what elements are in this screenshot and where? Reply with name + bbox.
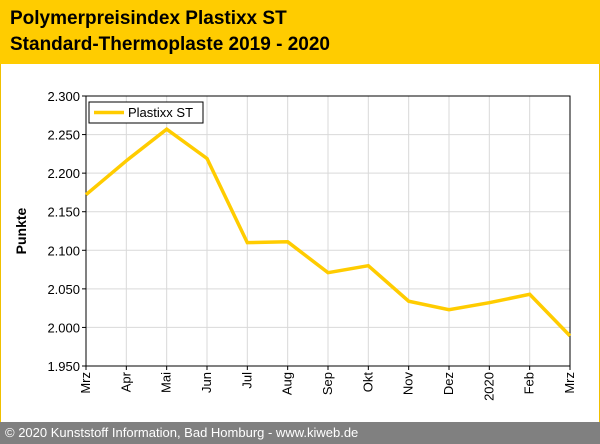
x-tick-label: Mrz — [78, 372, 93, 394]
data-point — [205, 156, 209, 160]
y-tick-label: 2.150 — [47, 205, 80, 220]
data-point — [528, 292, 532, 296]
y-tick-label: 2.300 — [47, 89, 80, 104]
data-point — [165, 127, 169, 131]
x-tick-label: Mai — [159, 372, 174, 393]
data-point — [407, 299, 411, 303]
series-line-plastixx-st — [84, 127, 572, 338]
data-point — [568, 334, 572, 338]
chart-title-line2: Standard-Thermoplaste 2019 - 2020 — [10, 34, 330, 55]
x-tick-label: Aug — [280, 372, 295, 395]
x-tick-label: Okt — [360, 372, 375, 393]
x-tick-label: Mrz — [562, 372, 577, 394]
x-tick-label: Jul — [239, 372, 254, 389]
legend-box — [88, 101, 204, 124]
x-tick-label: Sep — [320, 372, 335, 395]
y-axis-ticks: 1.950 2.000 2.050 2.100 2.150 2.200 2.250 2.300 — [47, 89, 86, 374]
chart-header: Polymerpreisindex Plastixx ST Standard-T… — [0, 0, 600, 64]
legend: Plastixx ST — [88, 101, 204, 124]
y-tick-label: 2.200 — [47, 166, 80, 181]
data-point — [447, 308, 451, 312]
y-tick-label: 2.000 — [47, 320, 80, 335]
grid-lines — [85, 95, 571, 367]
y-axis-label: Punkte — [13, 207, 29, 254]
y-tick-label: 2.050 — [47, 282, 80, 297]
footer-copyright: © 2020 Kunststoff Information, Bad Hombu… — [0, 422, 600, 444]
legend-label: Plastixx ST — [128, 105, 193, 120]
x-tick-label: Dez — [441, 372, 456, 395]
x-tick-label: Apr — [118, 371, 133, 392]
data-point — [124, 159, 128, 163]
data-point — [245, 241, 249, 245]
data-point — [84, 193, 88, 197]
x-axis-ticks: Mrz Apr Mai Jun Jul Aug Sep Okt Nov Dez 2020 Feb Mrz — [78, 366, 577, 401]
data-point — [366, 264, 370, 268]
data-point — [286, 240, 290, 244]
chart-title-line1: Polymerpreisindex Plastixx ST — [10, 8, 287, 29]
y-tick-label: 1.950 — [47, 359, 80, 374]
data-point — [487, 301, 491, 305]
data-point — [326, 271, 330, 275]
x-tick-label: Jun — [199, 372, 214, 393]
y-tick-label: 2.250 — [47, 128, 80, 143]
x-tick-label: Nov — [401, 372, 416, 396]
x-tick-label: 2020 — [481, 372, 496, 401]
x-tick-label: Feb — [522, 372, 537, 394]
y-tick-label: 2.100 — [47, 243, 80, 258]
